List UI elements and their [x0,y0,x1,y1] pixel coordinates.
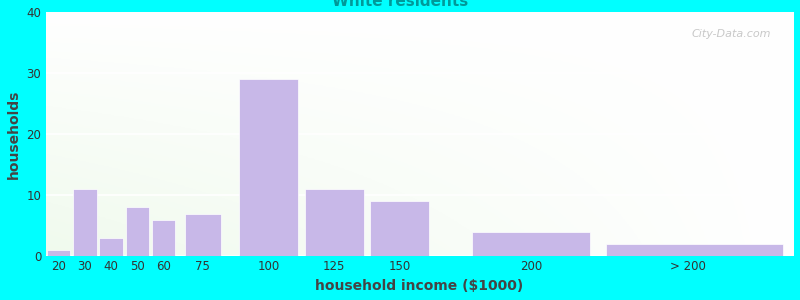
Y-axis label: households: households [7,89,21,179]
Bar [239,79,298,256]
X-axis label: household income ($1000): household income ($1000) [315,279,523,293]
Text: City-Data.com: City-Data.com [691,29,770,39]
Bar [47,250,70,256]
Bar [186,214,221,256]
Bar [370,201,429,256]
Bar [152,220,175,256]
Bar [99,238,123,256]
Bar [606,244,783,256]
Bar [305,189,363,256]
Bar [472,232,590,256]
Bar [73,189,97,256]
Text: White residents: White residents [332,0,468,9]
Bar [126,208,149,256]
